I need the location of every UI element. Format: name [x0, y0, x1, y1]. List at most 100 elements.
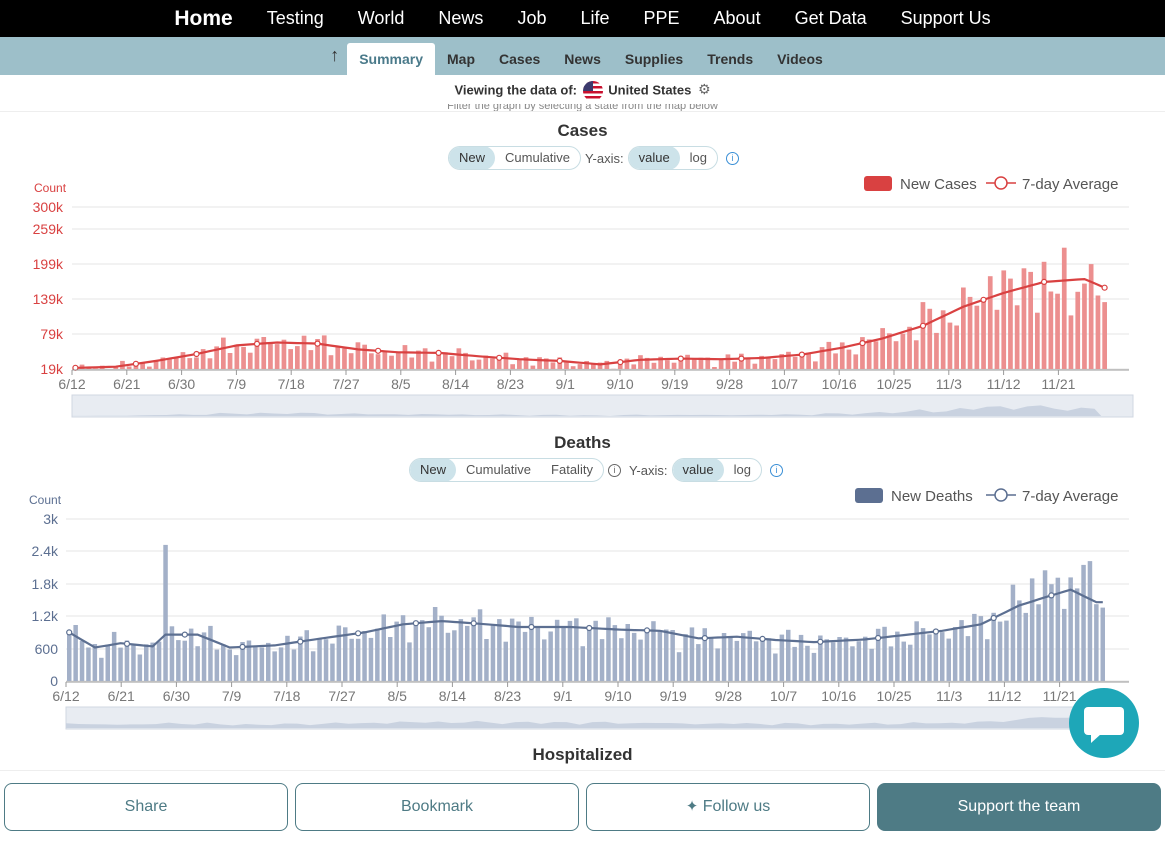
bar [295, 346, 300, 369]
bar [644, 629, 650, 681]
info-icon[interactable]: i [769, 463, 783, 477]
bar [696, 644, 701, 681]
deaths-cumulative-pill[interactable]: Cumulative [466, 462, 532, 477]
bar [786, 629, 791, 681]
x-tick-label: 11/3 [936, 688, 962, 704]
bar [483, 355, 489, 369]
bar [786, 351, 791, 369]
info-icon[interactable]: i [607, 463, 621, 477]
cases-new-pill[interactable]: New [449, 147, 496, 169]
bar [676, 652, 682, 681]
tab-trends[interactable]: Trends [707, 51, 754, 67]
tab-summary[interactable]: Summary [347, 43, 436, 75]
bar [651, 362, 657, 369]
bar [728, 637, 733, 681]
deaths-new-pill[interactable]: New [410, 459, 457, 481]
nav-world[interactable]: World [357, 8, 405, 28]
viewing-country[interactable]: United States [608, 82, 692, 98]
bar [201, 632, 207, 681]
bar [449, 356, 455, 369]
gear-icon[interactable]: ⚙ [697, 81, 711, 98]
bar [465, 625, 470, 681]
bar [631, 632, 637, 681]
bar [798, 634, 804, 681]
bar [445, 632, 451, 681]
nav-ppe[interactable]: PPE [643, 8, 680, 28]
bar [1094, 604, 1099, 681]
legend-swatch-marker [994, 176, 1008, 190]
bar [934, 332, 939, 369]
deaths-value-pill[interactable]: value [672, 459, 724, 481]
bar [554, 619, 560, 681]
bar [683, 634, 688, 681]
chat-button[interactable] [1069, 688, 1139, 758]
tab-cases[interactable]: Cases [499, 51, 541, 67]
bar [734, 640, 740, 681]
cases-value-pill[interactable]: value [628, 147, 680, 169]
share-button[interactable]: Share [4, 783, 288, 831]
bar [1088, 264, 1094, 369]
y-tick-label: 79k [40, 326, 64, 342]
average-point [759, 635, 766, 642]
bar [908, 644, 913, 681]
deaths-log-pill[interactable]: log [733, 462, 751, 477]
nav-testing[interactable]: Testing [266, 8, 324, 28]
bar [187, 358, 193, 369]
bar [394, 621, 399, 681]
x-tick-label: 7/18 [273, 688, 300, 704]
bar [529, 616, 534, 681]
cases-cumulative-pill[interactable]: Cumulative [505, 150, 571, 165]
bookmark-button[interactable]: Bookmark [295, 783, 579, 831]
info-icon[interactable]: i [726, 151, 740, 165]
bar [422, 348, 428, 369]
bar [298, 636, 303, 681]
bar [200, 349, 206, 369]
arrow-up-icon[interactable]: ↑ [330, 45, 340, 65]
bar [591, 363, 596, 369]
cases-log-pill[interactable]: log [689, 150, 708, 165]
bar [1029, 578, 1035, 681]
bar [131, 644, 136, 681]
x-tick-label: 9/1 [555, 376, 575, 392]
tab-map[interactable]: Map [447, 51, 476, 67]
bar [484, 639, 489, 681]
bar [741, 633, 746, 681]
deaths-fatality-pill[interactable]: Fatality [551, 462, 593, 477]
nav-get-data[interactable]: Get Data [794, 8, 867, 28]
average-point [1101, 284, 1108, 291]
bar [952, 627, 958, 681]
tab-supplies[interactable]: Supplies [624, 51, 684, 67]
bar [167, 359, 172, 369]
support-team-button[interactable]: Support the team [877, 783, 1161, 831]
x-tick-label: 6/21 [113, 376, 140, 392]
average-point [643, 627, 651, 634]
nav-home[interactable]: Home [174, 6, 233, 30]
bar [233, 655, 239, 681]
bar [497, 619, 502, 681]
bar [819, 347, 825, 369]
bar [317, 639, 322, 681]
bar [1061, 247, 1067, 369]
bar [381, 614, 386, 681]
x-tick-label: 10/25 [876, 376, 911, 392]
bar [765, 357, 771, 369]
y-axis-label: Count [29, 493, 62, 507]
follow-us-button[interactable]: ✦ Follow us [586, 783, 870, 831]
bar [721, 633, 727, 681]
nav-support-us[interactable]: Support Us [900, 8, 991, 28]
chat-tail [1091, 734, 1101, 743]
bar [718, 358, 724, 369]
average-point [932, 628, 940, 635]
deaths-mode-toggle: New Cumulative Fatality [409, 458, 604, 482]
bar [93, 368, 98, 369]
average-point [677, 355, 684, 362]
nav-news[interactable]: News [438, 8, 484, 28]
tab-videos[interactable]: Videos [777, 51, 823, 67]
bar [604, 360, 610, 369]
bar [974, 305, 980, 369]
nav-about[interactable]: About [713, 8, 761, 28]
nav-job[interactable]: Job [517, 8, 547, 28]
bar [691, 358, 697, 369]
tab-news[interactable]: News [564, 51, 601, 67]
nav-life[interactable]: Life [580, 8, 610, 28]
